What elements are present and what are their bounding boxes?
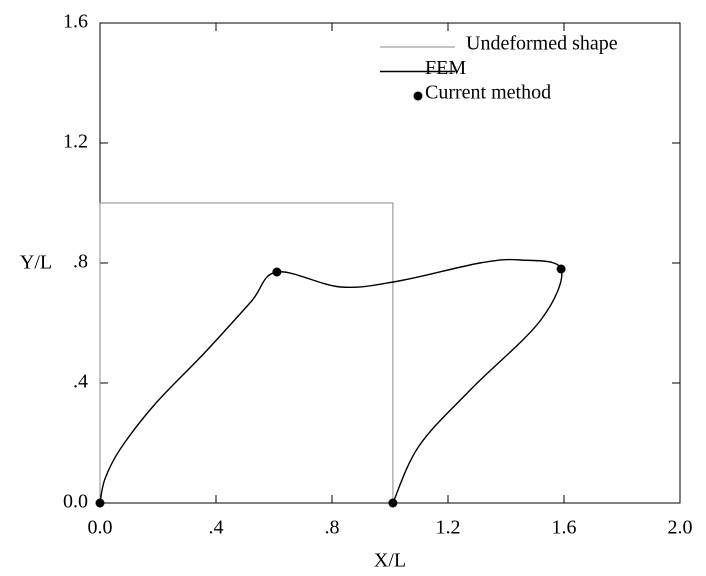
data-point bbox=[388, 498, 398, 508]
y-tick-label: .4 bbox=[73, 371, 88, 393]
legend-marker bbox=[413, 91, 423, 101]
x-tick-label: 0.0 bbox=[88, 517, 113, 539]
x-tick-label: 1.6 bbox=[552, 517, 577, 539]
data-point bbox=[272, 267, 282, 277]
legend-label: FEM bbox=[425, 57, 466, 79]
legend-label: Undeformed shape bbox=[466, 33, 618, 55]
series-line bbox=[99, 202, 394, 503]
legend-label: Current method bbox=[425, 82, 551, 104]
y-tick-label: .8 bbox=[73, 251, 88, 273]
x-axis-label: X/L bbox=[374, 550, 406, 572]
data-point bbox=[95, 498, 105, 508]
series-line bbox=[99, 258, 563, 504]
y-axis-label: Y/L bbox=[20, 252, 52, 274]
y-tick-label: 0.0 bbox=[63, 491, 88, 513]
data-point bbox=[556, 264, 566, 274]
x-tick-label: 1.2 bbox=[436, 517, 461, 539]
x-tick-label: .8 bbox=[325, 517, 340, 539]
x-tick-label: .4 bbox=[209, 517, 224, 539]
x-tick-label: 2.0 bbox=[668, 517, 693, 539]
plot-frame bbox=[99, 22, 681, 504]
y-tick-label: 1.6 bbox=[63, 11, 88, 33]
y-tick-label: 1.2 bbox=[63, 131, 88, 153]
